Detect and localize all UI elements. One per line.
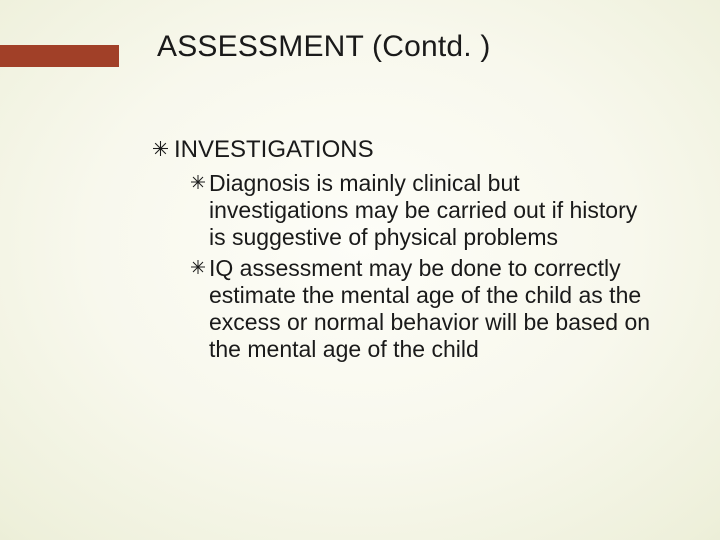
- list-item: Diagnosis is mainly clinical but investi…: [191, 170, 653, 251]
- diamond-bullet-icon: [191, 175, 205, 189]
- list-item-text: Diagnosis is mainly clinical but investi…: [209, 170, 653, 251]
- slide: ASSESSMENT (Contd. ) INVESTIGATIONS Diag…: [0, 0, 720, 540]
- list-item-text: INVESTIGATIONS: [174, 136, 374, 164]
- accent-bar: [0, 45, 119, 67]
- diamond-bullet-icon: [153, 141, 168, 156]
- list-item: IQ assessment may be done to correctly e…: [191, 255, 653, 363]
- slide-body: INVESTIGATIONS Diagnosis is mainly clini…: [153, 136, 653, 367]
- diamond-bullet-icon: [191, 260, 205, 274]
- list-item: INVESTIGATIONS: [153, 136, 653, 164]
- list-item-text: IQ assessment may be done to correctly e…: [209, 255, 653, 363]
- slide-title: ASSESSMENT (Contd. ): [157, 30, 491, 64]
